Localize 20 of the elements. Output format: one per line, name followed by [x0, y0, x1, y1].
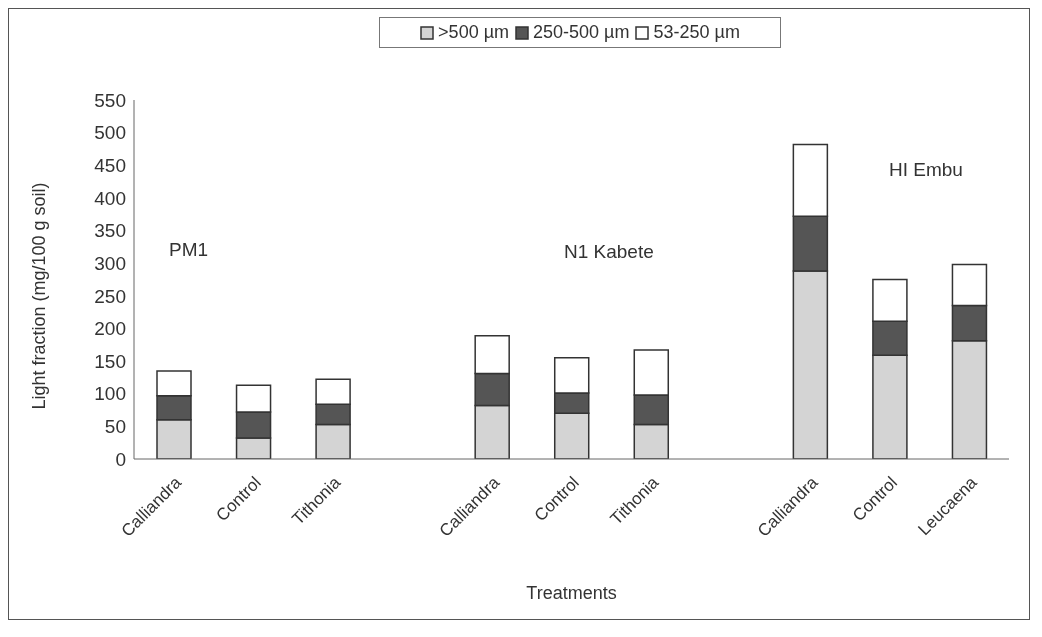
y-tick-label: 200: [94, 318, 126, 340]
annotation: HI Embu: [889, 159, 963, 181]
y-tick-label: 300: [94, 252, 126, 274]
y-tick-label: 0: [115, 448, 126, 470]
y-tick-label: 550: [94, 89, 126, 111]
y-tick-label: 100: [94, 383, 126, 405]
y-tick-label: 500: [94, 122, 126, 144]
y-tick-label: 450: [94, 155, 126, 177]
y-axis-title: Light fraction (mg/100 g soil): [29, 182, 50, 410]
y-tick-label: 250: [94, 285, 126, 307]
y-tick-label: 400: [94, 187, 126, 209]
legend-label: 250-500 µm: [532, 22, 630, 43]
y-tick-label: 350: [94, 220, 126, 242]
y-tick-label: 150: [94, 350, 126, 372]
annotation: PM1: [169, 239, 209, 261]
y-tick-label: 50: [104, 416, 126, 438]
legend-label: >500 µm: [437, 22, 510, 43]
x-axis-title: Treatments: [526, 583, 617, 603]
annotation: N1 Kabete: [564, 241, 654, 263]
legend-label: 53-250 µm: [652, 22, 740, 43]
